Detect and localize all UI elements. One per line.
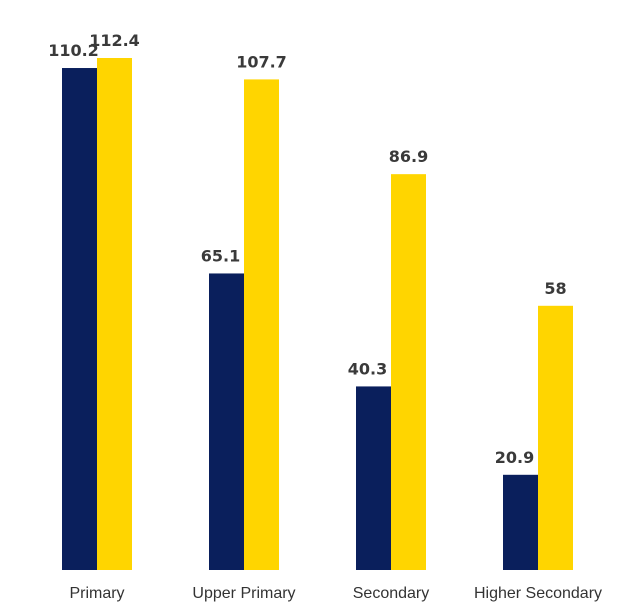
data-label-upper-primary-series-2: 107.7	[236, 52, 287, 71]
data-label-primary-series-1: 110.2	[48, 41, 99, 60]
category-labels-group: Primary Upper Primary Secondary Higher Seco…	[69, 585, 602, 602]
bar-higher-secondary-series-2	[538, 305, 573, 570]
data-label-higher-secondary-series-2: 58	[544, 279, 566, 298]
bar-primary-series-2	[97, 58, 132, 570]
bars-group	[62, 58, 573, 571]
bar-secondary-series-2	[391, 174, 426, 570]
bar-upper-primary-series-1	[209, 273, 244, 570]
data-label-upper-primary-series-1: 65.1	[201, 246, 240, 265]
bar-secondary-series-1	[356, 386, 391, 570]
data-label-secondary-series-2: 86.9	[389, 147, 428, 166]
bar-upper-primary-series-2	[244, 79, 279, 571]
bar-primary-series-1	[62, 68, 97, 570]
bar-higher-secondary-series-1	[503, 474, 538, 570]
x-tick-label-higher-secondary: Higher Secondary	[474, 585, 602, 602]
x-tick-label-secondary: Secondary	[353, 585, 430, 602]
x-tick-label-upper-primary: Upper Primary	[192, 585, 295, 602]
x-tick-label-primary: Primary	[69, 585, 124, 602]
data-label-primary-series-2: 112.4	[89, 31, 140, 50]
data-label-higher-secondary-series-1: 20.9	[495, 448, 534, 467]
data-label-secondary-series-1: 40.3	[348, 359, 387, 378]
